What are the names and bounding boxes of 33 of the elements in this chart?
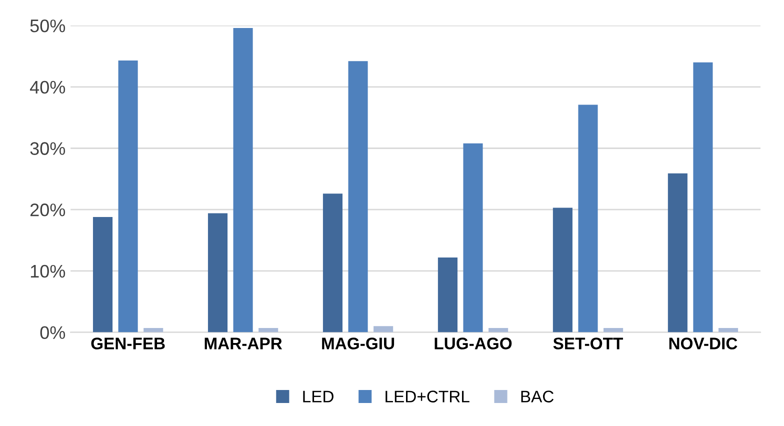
- legend-label: LED+CTRL: [386, 390, 470, 402]
- y-tick-label: 20%: [30, 204, 66, 216]
- bar: [578, 104, 598, 332]
- bar: [693, 62, 713, 332]
- bar: [438, 257, 458, 332]
- x-tick-label: MAG-GIU: [322, 338, 394, 350]
- y-tick-label: 30%: [30, 142, 66, 155]
- legend-label: BAC: [521, 390, 554, 402]
- bar: [463, 143, 483, 332]
- bar: [144, 328, 164, 332]
- y-tick-label: 0%: [40, 326, 66, 339]
- bar: [92, 216, 113, 332]
- bar: [258, 328, 278, 332]
- bar: [348, 61, 368, 332]
- bar: [208, 213, 228, 332]
- bar: [488, 328, 508, 332]
- bar: [718, 328, 738, 332]
- x-tick-label: MAR-APR: [204, 338, 282, 350]
- x-tick-label: SET-OTT: [553, 338, 624, 350]
- bar: [668, 173, 688, 332]
- bar: [322, 194, 343, 332]
- bar: [233, 28, 253, 332]
- y-tick-label: 50%: [30, 19, 66, 32]
- legend-label: LED: [303, 390, 334, 402]
- x-tick-label: GEN-FEB: [91, 338, 165, 350]
- bar: [552, 208, 572, 332]
- y-tick-label: 40%: [30, 80, 66, 94]
- y-tick-label: 10%: [30, 264, 66, 278]
- bar: [374, 326, 394, 332]
- bar: [604, 328, 624, 332]
- bar: [118, 60, 138, 332]
- x-tick-label: LUG-AGO: [434, 338, 512, 350]
- x-tick-label: NOV-DIC: [669, 338, 738, 350]
